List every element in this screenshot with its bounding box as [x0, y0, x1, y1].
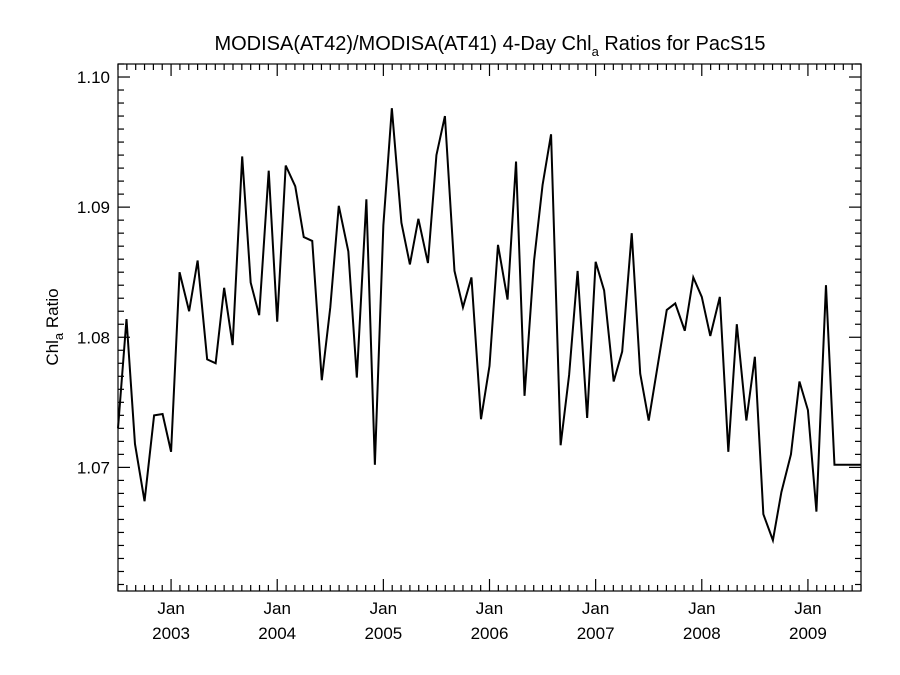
y-axis-label-prefix: Chl: [43, 340, 62, 366]
x-tick-label-month: Jan: [264, 599, 291, 618]
x-tick-label-month: Jan: [582, 599, 609, 618]
x-tick-label-year: 2004: [258, 624, 296, 643]
y-tick-label: 1.07: [77, 458, 110, 477]
x-tick-label-year: 2003: [152, 624, 190, 643]
x-tick-label-month: Jan: [370, 599, 397, 618]
x-tick-label-month: Jan: [688, 599, 715, 618]
x-tick-label-year: 2006: [471, 624, 509, 643]
axis-ticks: [117, 63, 862, 591]
chart-title-suffix: Ratios for PacS15: [599, 33, 766, 55]
x-tick-label-year: 2008: [683, 624, 721, 643]
chart-title-subscript: a: [592, 44, 600, 59]
y-axis-label-suffix: Ratio: [43, 288, 62, 332]
chart-title-prefix: MODISA(AT42)/MODISA(AT41) 4-Day Chl: [214, 33, 591, 55]
y-axis-label: Chla Ratio: [43, 288, 66, 365]
x-tick-label-year: 2005: [364, 624, 402, 643]
x-tick-label-month: Jan: [476, 599, 503, 618]
x-tick-label-month: Jan: [157, 599, 184, 618]
plot-area: 1.071.081.091.10 Jan2003Jan2004Jan2005Ja…: [77, 63, 862, 643]
y-tick-label: 1.10: [77, 68, 110, 87]
y-tick-label: 1.09: [77, 198, 110, 217]
x-tick-labels: Jan 2003 Jan 2004 Jan 2005 Jan 2006 Jan 2007 Jan 20…: [152, 599, 827, 643]
y-tick-label: 1.08: [77, 328, 110, 347]
series-line: [117, 108, 861, 545]
x-tick-label-month: Jan: [794, 599, 821, 618]
x-tick-label-year: 2009: [789, 624, 827, 643]
y-tick-labels: 1.07 1.08 1.09 1.10: [77, 68, 110, 477]
y-axis-label-subscript: a: [51, 332, 66, 340]
chart-title: MODISA(AT42)/MODISA(AT41) 4-Day Chla Rat…: [214, 33, 765, 59]
x-tick-label-year: 2007: [577, 624, 615, 643]
